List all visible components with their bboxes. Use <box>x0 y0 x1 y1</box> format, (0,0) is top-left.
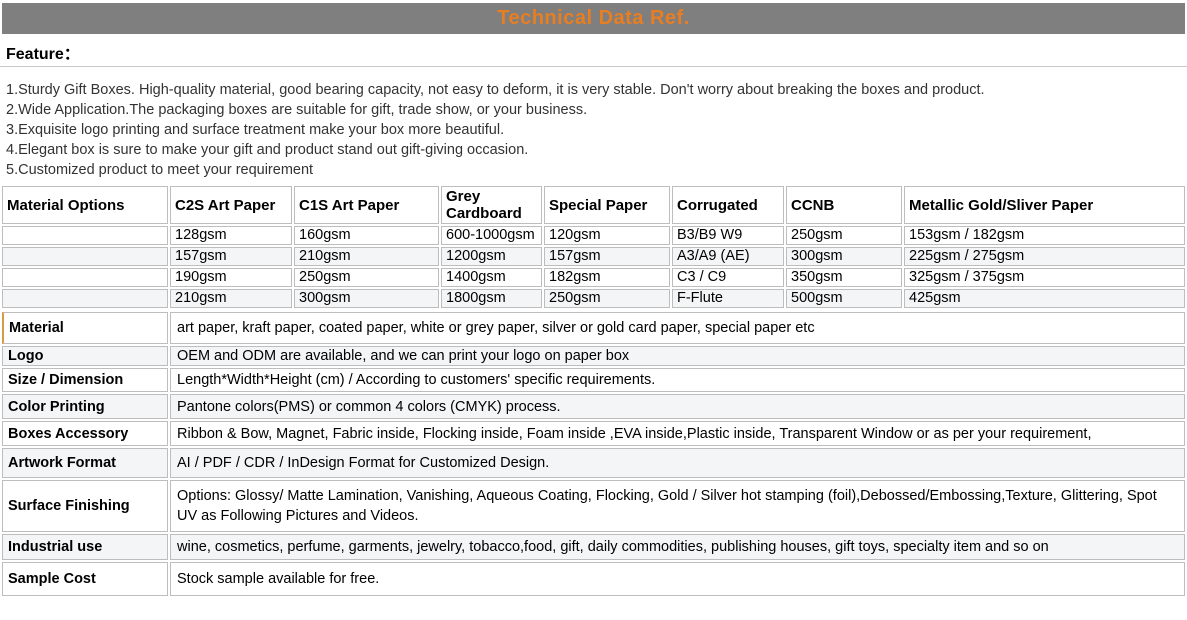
feature-list: 1.Sturdy Gift Boxes. High-quality materi… <box>0 67 1187 180</box>
detail-label-boxes-accessory: Boxes Accessory <box>2 421 168 446</box>
spec-cell: 1400gsm <box>441 268 542 287</box>
spec-data-row-4: 210gsm 300gsm 1800gsm 250gsm F-Flute 500… <box>2 289 1185 308</box>
detail-value-sample-cost: Stock sample available for free. <box>170 562 1185 596</box>
spec-cell: 225gsm / 275gsm <box>904 247 1185 266</box>
title-banner: Technical Data Ref. <box>2 3 1185 34</box>
detail-label-material: Material <box>2 312 168 344</box>
spec-cell: 157gsm <box>170 247 292 266</box>
spec-header-c1s-art-paper: C1S Art Paper <box>294 186 439 224</box>
detail-value-artwork-format: AI / PDF / CDR / InDesign Format for Cus… <box>170 448 1185 478</box>
spec-header-metallic-paper: Metallic Gold/Sliver Paper <box>904 186 1185 224</box>
spec-cell: 425gsm <box>904 289 1185 308</box>
spec-cell: 120gsm <box>544 226 670 245</box>
spec-cell: 300gsm <box>786 247 902 266</box>
detail-label-artwork-format: Artwork Format <box>2 448 168 478</box>
spec-data-row-3: 190gsm 250gsm 1400gsm 182gsm C3 / C9 350… <box>2 268 1185 287</box>
detail-value-boxes-accessory: Ribbon & Bow, Magnet, Fabric inside, Flo… <box>170 421 1185 446</box>
detail-row-boxes-accessory: Boxes Accessory Ribbon & Bow, Magnet, Fa… <box>2 421 1185 446</box>
detail-label-surface-finishing: Surface Finishing <box>2 480 168 532</box>
feature-heading: Feature： <box>6 45 80 63</box>
spec-header-corrugated: Corrugated <box>672 186 784 224</box>
details-table: Material art paper, kraft paper, coated … <box>0 310 1187 598</box>
spec-cell: 153gsm / 182gsm <box>904 226 1185 245</box>
spec-cell: 190gsm <box>170 268 292 287</box>
detail-row-logo: Logo OEM and ODM are available, and we c… <box>2 346 1185 366</box>
spec-cell: 350gsm <box>786 268 902 287</box>
spec-header-ccnb: CCNB <box>786 186 902 224</box>
spec-cell <box>2 289 168 308</box>
detail-row-sample-cost: Sample Cost Stock sample available for f… <box>2 562 1185 596</box>
feature-heading-bar: Feature： <box>0 37 1187 67</box>
spec-header-material-options: Material Options <box>2 186 168 224</box>
spec-cell: 600-1000gsm <box>441 226 542 245</box>
feature-item-3: 3.Exquisite logo printing and surface tr… <box>6 122 505 138</box>
spec-cell: B3/B9 W9 <box>672 226 784 245</box>
material-options-table: Material Options C2S Art Paper C1S Art P… <box>0 184 1187 310</box>
spec-cell: 210gsm <box>170 289 292 308</box>
spec-cell: 250gsm <box>786 226 902 245</box>
spec-cell: 500gsm <box>786 289 902 308</box>
detail-value-size-dimension: Length*Width*Height (cm) / According to … <box>170 368 1185 392</box>
spec-header-grey-cardboard: Grey Cardboard <box>441 186 542 224</box>
detail-value-industrial-use: wine, cosmetics, perfume, garments, jewe… <box>170 534 1185 560</box>
detail-value-material: art paper, kraft paper, coated paper, wh… <box>170 312 1185 344</box>
detail-label-color-printing: Color Printing <box>2 394 168 419</box>
spec-cell <box>2 247 168 266</box>
spec-cell: C3 / C9 <box>672 268 784 287</box>
feature-item-2: 2.Wide Application.The packaging boxes a… <box>6 102 588 118</box>
spec-cell: 250gsm <box>544 289 670 308</box>
spec-cell: F-Flute <box>672 289 784 308</box>
detail-label-industrial-use: Industrial use <box>2 534 168 560</box>
page-title: Technical Data Ref. <box>497 7 690 29</box>
detail-row-surface-finishing: Surface Finishing Options: Glossy/ Matte… <box>2 480 1185 532</box>
spec-cell: 325gsm / 375gsm <box>904 268 1185 287</box>
feature-item-5: 5.Customized product to meet your requir… <box>6 162 314 178</box>
spec-cell: 182gsm <box>544 268 670 287</box>
detail-label-size-dimension: Size / Dimension <box>2 368 168 392</box>
spec-cell: 160gsm <box>294 226 439 245</box>
spec-data-row-2: 157gsm 210gsm 1200gsm 157gsm A3/A9 (AE) … <box>2 247 1185 266</box>
spec-data-row-1: 128gsm 160gsm 600-1000gsm 120gsm B3/B9 W… <box>2 226 1185 245</box>
detail-row-industrial-use: Industrial use wine, cosmetics, perfume,… <box>2 534 1185 560</box>
spec-header-special-paper: Special Paper <box>544 186 670 224</box>
detail-row-material: Material art paper, kraft paper, coated … <box>2 312 1185 344</box>
spec-header-row: Material Options C2S Art Paper C1S Art P… <box>2 186 1185 224</box>
spec-cell: 1800gsm <box>441 289 542 308</box>
spec-cell: 300gsm <box>294 289 439 308</box>
feature-item-4: 4.Elegant box is sure to make your gift … <box>6 142 529 158</box>
spec-cell: 128gsm <box>170 226 292 245</box>
detail-label-sample-cost: Sample Cost <box>2 562 168 596</box>
detail-value-logo: OEM and ODM are available, and we can pr… <box>170 346 1185 366</box>
spec-cell <box>2 268 168 287</box>
detail-row-size-dimension: Size / Dimension Length*Width*Height (cm… <box>2 368 1185 392</box>
detail-value-surface-finishing: Options: Glossy/ Matte Lamination, Vanis… <box>170 480 1185 532</box>
detail-row-artwork-format: Artwork Format AI / PDF / CDR / InDesign… <box>2 448 1185 478</box>
feature-item-1: 1.Sturdy Gift Boxes. High-quality materi… <box>6 82 985 98</box>
spec-header-c2s-art-paper: C2S Art Paper <box>170 186 292 224</box>
spec-cell: 1200gsm <box>441 247 542 266</box>
spec-cell: 250gsm <box>294 268 439 287</box>
detail-label-logo: Logo <box>2 346 168 366</box>
spec-cell: 157gsm <box>544 247 670 266</box>
detail-row-color-printing: Color Printing Pantone colors(PMS) or co… <box>2 394 1185 419</box>
spec-cell: A3/A9 (AE) <box>672 247 784 266</box>
spec-cell: 210gsm <box>294 247 439 266</box>
detail-value-color-printing: Pantone colors(PMS) or common 4 colors (… <box>170 394 1185 419</box>
spec-cell <box>2 226 168 245</box>
